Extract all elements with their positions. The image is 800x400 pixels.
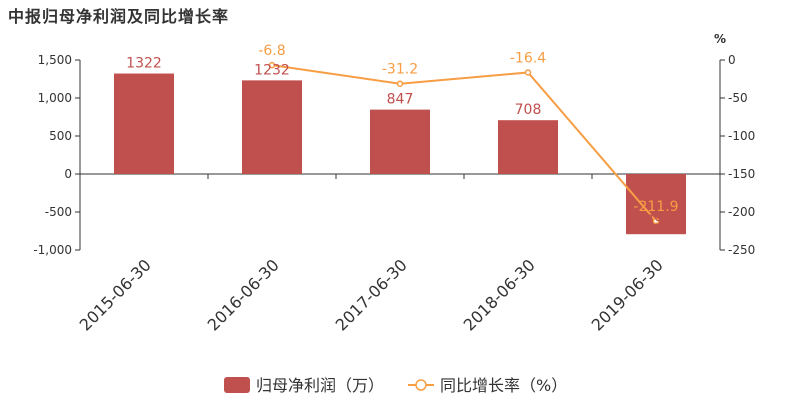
legend-bar-label: 归母净利润（万） (256, 376, 384, 395)
bar-value-label: 1232 (254, 62, 290, 78)
line-point (524, 69, 532, 76)
chart-title: 中报归母净利润及同比增长率 (8, 7, 230, 26)
line-value-label: -16.4 (510, 50, 546, 66)
right-tick-label: -100 (728, 129, 755, 143)
right-tick-label: -200 (728, 205, 755, 219)
line-value-label: -211.9 (633, 199, 678, 215)
bar-value-label: 708 (515, 102, 542, 118)
x-tick-label: 2018-06-30 (460, 255, 539, 334)
legend-line-label: 同比增长率（%） (440, 376, 567, 395)
data-labels: 1322 1232 847 708 -792 -6.8 -31.2 -16.4 -211.9 (126, 43, 678, 229)
left-tick-label: -1,000 (33, 243, 72, 257)
line-series (268, 61, 660, 225)
legend-line-marker (415, 379, 427, 391)
bar (114, 73, 174, 174)
bar (370, 109, 430, 174)
legend-bar-swatch (224, 377, 250, 393)
right-tick-label: -50 (728, 91, 748, 105)
bar-value-label: 1322 (126, 56, 162, 72)
growth-line (271, 64, 657, 222)
left-tick-label: 1,500 (38, 53, 72, 67)
right-tick-label: 0 (728, 53, 736, 67)
line-point (652, 217, 660, 225)
bar (242, 80, 302, 174)
x-tick-label: 2019-06-30 (588, 255, 667, 334)
left-tick-label: -500 (45, 205, 72, 219)
bar-value-label: 847 (387, 92, 414, 108)
right-tick-label: -250 (728, 243, 755, 257)
left-tick-label: 500 (49, 129, 72, 143)
left-tick-label: 1,000 (38, 91, 72, 105)
right-tick-label: -150 (728, 167, 755, 181)
right-axis-unit: % (714, 32, 726, 46)
bar-series (114, 73, 686, 235)
x-tick-label: 2017-06-30 (332, 255, 411, 334)
line-point (396, 80, 404, 87)
bar (498, 120, 558, 174)
bar-value-label: -792 (640, 213, 672, 229)
left-tick-label: 0 (64, 167, 72, 181)
line-value-label: -6.8 (258, 43, 285, 59)
x-tick-label: 2016-06-30 (204, 255, 283, 334)
line-value-label: -31.2 (382, 62, 418, 78)
line-point (268, 61, 276, 69)
x-tick-label: 2015-06-30 (76, 255, 155, 334)
legend[interactable]: 归母净利润（万） 同比增长率（%） (224, 376, 567, 395)
